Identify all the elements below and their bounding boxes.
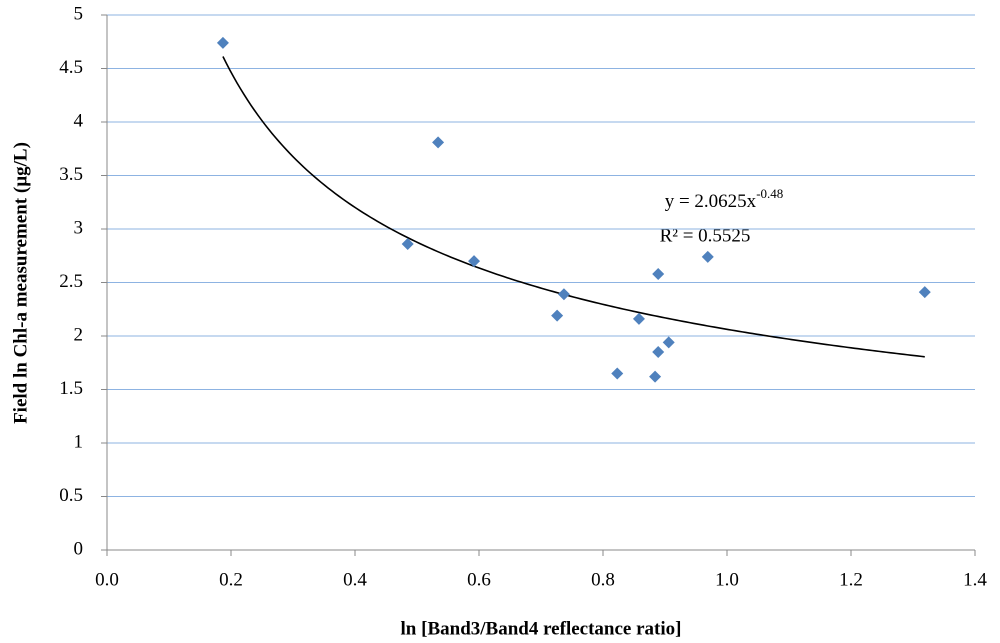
x-tick-label: 0.4 [343, 569, 367, 590]
x-tick-label: 0.0 [95, 569, 119, 590]
x-tick-label: 1.4 [963, 569, 987, 590]
point [662, 336, 675, 349]
y-tick-label: 4.5 [59, 57, 83, 78]
x-tick-label: 0.8 [591, 569, 615, 590]
y-tick-label: 0 [74, 538, 84, 559]
x-tick-label: 1.0 [715, 569, 739, 590]
y-tick-label: 1.5 [59, 378, 83, 399]
point [551, 309, 564, 322]
equation-exponent: -0.48 [756, 186, 783, 201]
trendline [222, 56, 925, 358]
point [652, 346, 665, 359]
y-tick-label: 3 [74, 217, 84, 238]
point [468, 255, 481, 268]
y-tick-label: 2 [74, 324, 84, 345]
equation-text: y = 2.0625x [665, 191, 757, 212]
point [649, 370, 662, 383]
r-squared: R² = 0.5525 [660, 225, 751, 246]
point [652, 267, 665, 280]
point [918, 286, 931, 299]
x-tick-label: 0.2 [219, 569, 243, 590]
y-tick-label: 1 [74, 431, 84, 452]
y-tick-label: 2.5 [59, 271, 83, 292]
point [557, 288, 570, 301]
x-axis-title: ln [Band3/Band4 reflectance ratio] [401, 618, 682, 639]
point [701, 250, 714, 263]
y-tick-label: 5 [74, 3, 84, 24]
y-tick-label: 0.5 [59, 485, 83, 506]
y-axis-title: Field ln Chl-a measurement (µg/L) [10, 142, 31, 424]
x-tick-label: 1.2 [839, 569, 863, 590]
trend-equation: y = 2.0625x-0.48 [665, 186, 784, 212]
x-tick-label: 0.6 [467, 569, 491, 590]
y-tick-label: 3.5 [59, 164, 83, 185]
point [632, 312, 645, 325]
point [432, 136, 445, 149]
point [401, 237, 414, 250]
point [611, 367, 624, 380]
y-tick-label: 4 [74, 110, 84, 131]
point [216, 36, 229, 49]
